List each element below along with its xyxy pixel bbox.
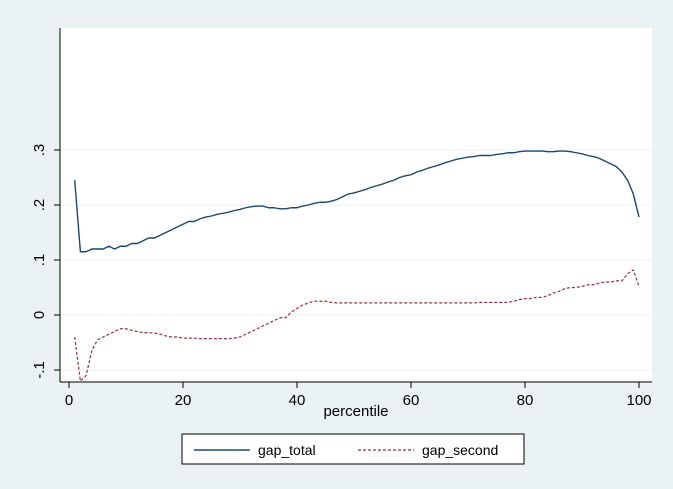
x-tick-label: 80	[517, 392, 534, 409]
legend-label-gap-total: gap_total	[258, 442, 316, 458]
series-line-gap-total	[74, 150, 640, 253]
legend-box	[181, 433, 525, 465]
y-tick-label: .3	[31, 144, 48, 157]
series-lines	[74, 150, 640, 382]
y-tick-label: .1	[31, 254, 48, 267]
x-tick-label: 40	[289, 392, 306, 409]
grid-lines	[60, 149, 652, 371]
y-tick-label: .2	[31, 199, 48, 212]
x-tick-label: 100	[626, 392, 651, 409]
x-tick-label: 0	[65, 392, 73, 409]
series-line-gap-second	[74, 269, 640, 382]
x-axis-ticks: 0 20 40 60 80 100	[65, 382, 652, 409]
y-tick-label: 0	[31, 311, 48, 319]
x-axis-label: percentile	[323, 403, 388, 420]
legend: gap_total gap_second	[181, 433, 525, 465]
x-tick-label: 20	[175, 392, 192, 409]
x-tick-label: 60	[403, 392, 420, 409]
legend-label-gap-second: gap_second	[422, 442, 498, 458]
y-axis-ticks: -.1 0 .1 .2 .3	[31, 144, 60, 379]
y-tick-label: -.1	[31, 361, 48, 379]
